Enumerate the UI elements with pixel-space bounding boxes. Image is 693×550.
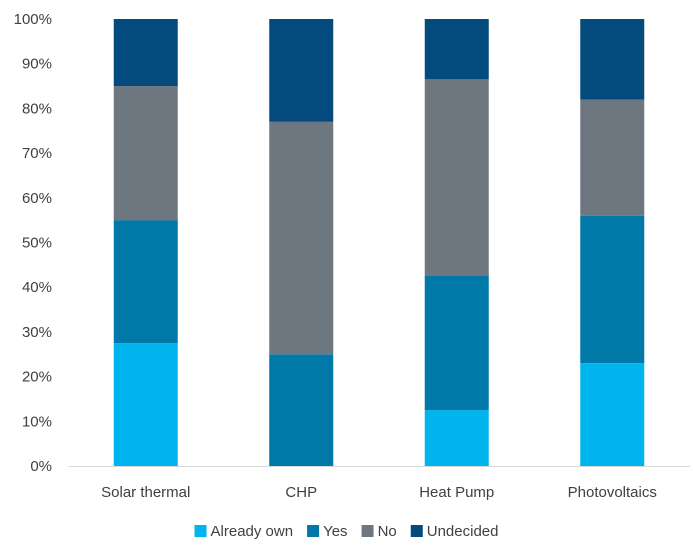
legend-swatch <box>410 525 423 537</box>
bar-segment <box>424 276 489 411</box>
x-category-label: Photovoltaics <box>568 484 657 501</box>
bar-segment <box>424 410 489 466</box>
bar-segment <box>113 86 178 221</box>
y-tick-label: 40% <box>22 279 52 296</box>
bars-group <box>113 19 645 466</box>
bar-segment <box>113 343 178 466</box>
y-tick-label: 80% <box>22 100 52 117</box>
bar-segment <box>580 363 645 466</box>
bar-segment <box>580 99 645 216</box>
legend-label: Yes <box>323 523 347 540</box>
bar-segment <box>424 19 489 80</box>
legend-swatch <box>361 525 374 537</box>
x-axis-category-labels: Solar thermal CHP Heat Pump Photovoltaics <box>101 484 657 501</box>
legend-label: Already own <box>211 523 294 540</box>
legend-swatch <box>194 525 207 537</box>
bar-segment <box>269 121 334 355</box>
bar-segment <box>580 215 645 364</box>
y-tick-label: 90% <box>22 56 52 73</box>
y-tick-label: 100% <box>14 11 52 28</box>
y-tick-label: 20% <box>22 369 52 386</box>
bar-segment <box>113 220 178 344</box>
bar-segment <box>269 19 334 122</box>
x-category-label: Heat Pump <box>419 484 494 501</box>
y-tick-label: 10% <box>22 413 52 430</box>
y-tick-label: 50% <box>22 235 52 252</box>
y-axis-tick-labels: 0% 10% 20% 30% 40% 50% 60% 70% 80% 90% 100% <box>14 11 52 475</box>
legend-swatch <box>307 525 320 537</box>
x-category-label: Solar thermal <box>101 484 190 501</box>
legend-label: No <box>378 523 397 540</box>
y-tick-label: 70% <box>22 145 52 162</box>
bar-segment <box>424 79 489 277</box>
legend: Already own Yes No Undecided <box>194 523 499 540</box>
y-tick-label: 30% <box>22 324 52 341</box>
y-tick-label: 0% <box>30 458 52 475</box>
legend-label: Undecided <box>427 523 499 540</box>
bar-segment <box>580 19 645 100</box>
bar-segment <box>113 19 178 87</box>
x-category-label: CHP <box>285 484 317 501</box>
y-tick-label: 60% <box>22 190 52 207</box>
bar-segment <box>269 354 334 466</box>
